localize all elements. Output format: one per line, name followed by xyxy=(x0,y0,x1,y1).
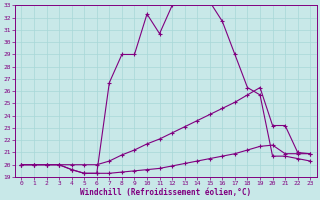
X-axis label: Windchill (Refroidissement éolien,°C): Windchill (Refroidissement éolien,°C) xyxy=(80,188,252,197)
